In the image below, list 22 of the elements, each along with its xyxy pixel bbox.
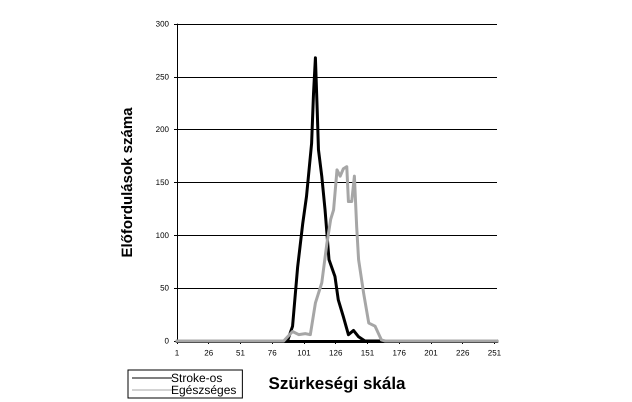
y-tick-label: 200 (156, 125, 170, 134)
y-tick-label: 150 (156, 178, 170, 187)
y-tick-label: 300 (156, 20, 170, 28)
x-tick-label: 51 (236, 348, 246, 358)
y-tick-label: 250 (156, 72, 170, 82)
x-axis-title: Szürkeségi skála (268, 374, 406, 393)
y-axis-title: Előfordulások száma (119, 106, 136, 258)
x-tick-label: 101 (297, 348, 312, 358)
y-tick-label: 0 (164, 336, 170, 346)
x-tick-label: 201 (424, 348, 438, 358)
legend-label: Egészséges (171, 383, 236, 397)
x-tick-label: 126 (329, 348, 343, 358)
x-tick-label: 76 (268, 348, 278, 358)
x-tick-label: 251 (488, 348, 502, 358)
x-tick-label: 1 (174, 348, 180, 358)
y-tick-label: 50 (160, 284, 170, 293)
x-tick-label: 26 (204, 348, 214, 358)
x-tick-label: 151 (360, 348, 375, 358)
x-tick-label: 226 (456, 348, 470, 358)
legend-label: Stroke-os (171, 371, 222, 385)
x-tick-label: 176 (392, 348, 406, 358)
y-tick-label: 100 (156, 230, 170, 240)
